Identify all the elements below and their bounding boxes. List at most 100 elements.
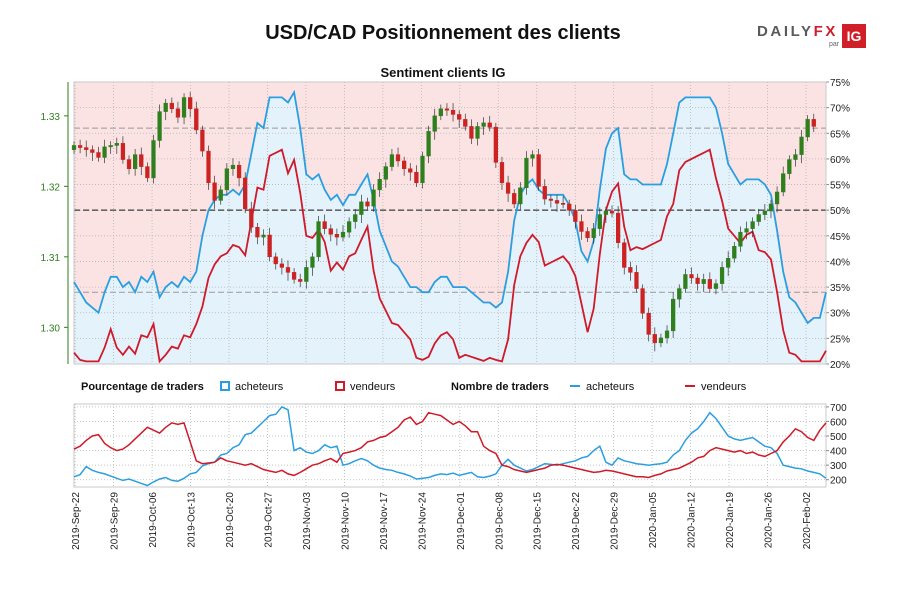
right-tick-label: 25% [830, 334, 850, 345]
candle-body [77, 145, 83, 148]
candle-body [365, 201, 370, 207]
x-tick-label: 2019-Dec-15 [533, 492, 544, 550]
candle-body [658, 337, 664, 344]
right-tick-label: 60% [830, 155, 850, 166]
right-tick-label: 20% [830, 360, 850, 371]
candle-body [218, 189, 223, 201]
candle-body [450, 109, 456, 115]
candle-body [634, 272, 639, 289]
candle-body [145, 166, 150, 179]
candle-body [194, 108, 199, 131]
sellers-box-icon [335, 381, 345, 391]
candle-body [738, 231, 743, 247]
candle-body [695, 277, 700, 284]
right-tick-label: 35% [830, 283, 850, 294]
candle-body [457, 114, 462, 120]
legend-buyers-label: acheteurs [235, 381, 284, 393]
candle-body [591, 228, 596, 239]
candle-body [151, 140, 156, 179]
sellers-line-icon [685, 385, 695, 387]
count-tick-label: 400 [830, 447, 847, 458]
candle-body [652, 334, 657, 344]
candle-body [108, 145, 113, 148]
candle-body [304, 267, 309, 282]
candle-body [181, 97, 187, 118]
legend-sellers-pct: vendeurs [335, 381, 395, 395]
candle-body [799, 136, 804, 155]
count-tick-label: 200 [830, 476, 847, 487]
candle-body [762, 210, 767, 215]
candle-body [389, 154, 395, 167]
candle-body [787, 159, 792, 174]
candle-body [420, 155, 425, 184]
right-tick-label: 45% [830, 232, 850, 243]
count-line-vendeurs [73, 411, 827, 479]
candle-body [536, 154, 541, 187]
right-tick-label: 40% [830, 257, 850, 268]
candle-body [542, 186, 547, 200]
main-frame [73, 81, 827, 365]
candle-body [273, 256, 278, 265]
candle-body [255, 226, 260, 238]
candle-body [310, 256, 315, 268]
candle-body [744, 228, 749, 233]
candle-body [328, 228, 333, 235]
candle-body [346, 221, 352, 233]
candle-body [224, 168, 229, 191]
x-tick-label: 2019-Dec-29 [610, 492, 621, 550]
candle-body [493, 126, 498, 163]
candle-body [671, 298, 676, 332]
candle-body [395, 154, 401, 162]
candle-body [230, 164, 236, 169]
candle-body [414, 171, 419, 184]
candle-body [114, 143, 119, 146]
candle-body [249, 208, 254, 228]
candle-body [133, 154, 138, 169]
candle-body [487, 122, 492, 128]
candle-body [371, 189, 376, 207]
left-tick-label: 1.30 [41, 323, 61, 334]
candle-body [469, 126, 474, 139]
right-tick-label: 70% [830, 104, 850, 115]
x-tick-label: 2019-Nov-03 [302, 492, 313, 550]
x-tick-label: 2019-Oct-06 [148, 492, 159, 548]
buyers-box-icon [220, 381, 230, 391]
x-tick-label: 2019-Dec-22 [571, 492, 582, 550]
candle-body [291, 272, 297, 280]
candle-body [683, 274, 688, 289]
candle-body [212, 182, 217, 201]
legend-sellers-count: vendeurs [685, 381, 746, 395]
candle-body [236, 164, 242, 179]
candle-body [597, 214, 602, 229]
candle-body [383, 166, 388, 180]
candle-body [707, 279, 712, 289]
candle-body [102, 146, 107, 158]
candle-body [359, 201, 364, 215]
candle-body [701, 279, 706, 284]
candle-body [475, 126, 480, 139]
candle-body [713, 283, 719, 289]
candle-body [267, 234, 272, 258]
candle-body [512, 193, 517, 205]
x-tick-label: 2020-Feb-02 [802, 492, 813, 550]
candle-body [334, 234, 340, 238]
candle-body [719, 267, 725, 284]
candle-body [163, 102, 168, 112]
candle-body [444, 108, 450, 111]
legend-sellers-label: vendeurs [350, 381, 396, 393]
x-tick-label: 2019-Nov-10 [340, 492, 351, 550]
candle-body [126, 159, 132, 169]
candle-body [560, 203, 566, 205]
x-tick-label: 2019-Dec-01 [456, 492, 467, 550]
sellers-pct-line [73, 148, 827, 364]
candle-body [84, 147, 89, 150]
count-frame [73, 403, 827, 488]
candle-body [71, 145, 77, 150]
candle-body [750, 221, 755, 229]
candle-body [768, 203, 774, 212]
candle-body [261, 234, 266, 238]
count-tick-label: 600 [830, 417, 847, 428]
candle-body [432, 115, 437, 132]
candle-body [402, 160, 407, 169]
legend-buyers2-label: acheteurs [586, 381, 635, 393]
